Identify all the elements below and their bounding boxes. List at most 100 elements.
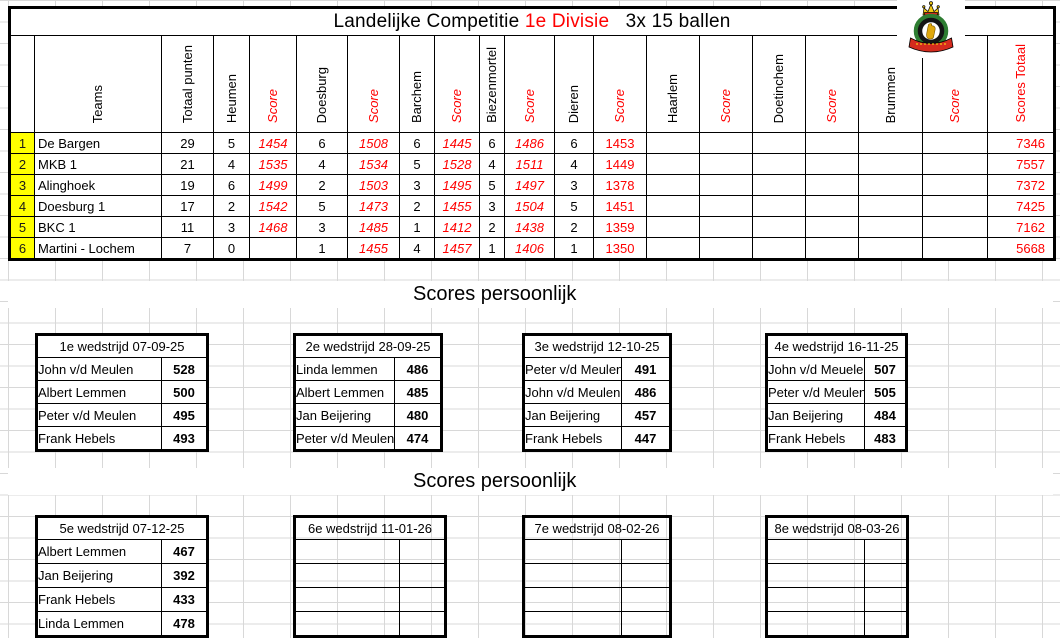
match-points-cell[interactable]: 1	[399, 216, 435, 238]
column-header-haarlem[interactable]: Haarlem	[646, 35, 700, 133]
match-points-cell[interactable]: 3	[213, 216, 250, 238]
player-score-cell[interactable]: 495	[161, 403, 208, 427]
match-points-cell[interactable]	[646, 237, 700, 260]
player-score-cell[interactable]	[621, 611, 671, 637]
score-cell[interactable]: 1406	[504, 237, 555, 260]
match-points-cell[interactable]: 6	[399, 132, 435, 154]
team-cell[interactable]: De Bargen	[34, 132, 162, 154]
match-points-cell[interactable]: 1	[554, 237, 594, 260]
score-cell[interactable]	[922, 174, 988, 196]
player-name-cell[interactable]	[766, 563, 865, 588]
player-name-cell[interactable]: Linda Lemmen	[36, 611, 162, 637]
match-points-cell[interactable]	[752, 195, 806, 217]
match-title-cell[interactable]: 7e wedstrijd 08-02-26	[523, 516, 671, 540]
match-points-cell[interactable]: 6	[479, 132, 505, 154]
player-name-cell[interactable]: Peter v/d Meulen	[294, 426, 395, 451]
column-header-heumen[interactable]: Heumen	[213, 35, 250, 133]
player-name-cell[interactable]	[523, 563, 622, 588]
column-header-doetinchem[interactable]: Doetinchem	[752, 35, 806, 133]
match-title-cell[interactable]: 2e wedstrijd 28-09-25	[294, 334, 442, 358]
match-points-cell[interactable]	[646, 174, 700, 196]
team-cell[interactable]: Alinghoek	[34, 174, 162, 196]
score-cell[interactable]: 1438	[504, 216, 555, 238]
match-points-cell[interactable]: 1	[479, 237, 505, 260]
points-cell[interactable]: 21	[161, 153, 214, 175]
player-score-cell[interactable]: 484	[864, 403, 907, 427]
player-score-cell[interactable]: 457	[621, 403, 671, 427]
player-name-cell[interactable]: John v/d Meulen	[36, 357, 162, 381]
match-points-cell[interactable]: 6	[213, 174, 250, 196]
match-points-cell[interactable]	[752, 132, 806, 154]
score-cell[interactable]: 1378	[593, 174, 647, 196]
score-cell[interactable]: 1534	[347, 153, 400, 175]
player-score-cell[interactable]: 493	[161, 426, 208, 451]
match-points-cell[interactable]: 3	[479, 195, 505, 217]
score-cell[interactable]: 1473	[347, 195, 400, 217]
column-header-score[interactable]: Score	[593, 35, 647, 133]
scores-totaal-cell[interactable]: 7346	[986, 132, 1056, 154]
player-name-cell[interactable]: Jan Beijering	[36, 563, 162, 588]
match-points-cell[interactable]: 4	[479, 153, 505, 175]
scores-totaal-cell[interactable]: 7372	[986, 174, 1056, 196]
player-score-cell[interactable]	[864, 587, 908, 612]
match-points-cell[interactable]	[858, 174, 923, 196]
column-header-score[interactable]: Score	[347, 35, 400, 133]
score-cell[interactable]: 1503	[347, 174, 400, 196]
score-cell[interactable]: 1454	[249, 132, 297, 154]
match-points-cell[interactable]: 1	[296, 237, 348, 260]
match-points-cell[interactable]: 2	[296, 174, 348, 196]
player-name-cell[interactable]	[523, 539, 622, 564]
score-cell[interactable]: 1508	[347, 132, 400, 154]
match-points-cell[interactable]	[752, 216, 806, 238]
player-name-cell[interactable]	[294, 611, 400, 637]
match-points-cell[interactable]: 4	[554, 153, 594, 175]
team-cell[interactable]: BKC 1	[34, 216, 162, 238]
score-cell[interactable]	[699, 237, 753, 260]
match-title-cell[interactable]: 3e wedstrijd 12-10-25	[523, 334, 671, 358]
player-score-cell[interactable]: 447	[621, 426, 671, 451]
match-points-cell[interactable]: 3	[554, 174, 594, 196]
score-cell[interactable]	[922, 132, 988, 154]
match-points-cell[interactable]: 5	[296, 195, 348, 217]
match-points-cell[interactable]: 5	[399, 153, 435, 175]
player-name-cell[interactable]	[766, 587, 865, 612]
score-cell[interactable]	[805, 174, 859, 196]
player-name-cell[interactable]: Frank Hebels	[523, 426, 622, 451]
player-name-cell[interactable]	[294, 587, 400, 612]
rank-cell[interactable]: 4	[9, 195, 35, 217]
score-cell[interactable]: 1504	[504, 195, 555, 217]
points-cell[interactable]: 17	[161, 195, 214, 217]
match-points-cell[interactable]: 2	[479, 216, 505, 238]
player-score-cell[interactable]	[399, 587, 446, 612]
match-title-cell[interactable]: 8e wedstrijd 08-03-26	[766, 516, 908, 540]
player-name-cell[interactable]: Jan Beijering	[523, 403, 622, 427]
player-score-cell[interactable]	[864, 563, 908, 588]
rank-cell[interactable]: 1	[9, 132, 35, 154]
match-points-cell[interactable]: 0	[213, 237, 250, 260]
scores-totaal-cell[interactable]: 7425	[986, 195, 1056, 217]
player-score-cell[interactable]	[399, 563, 446, 588]
player-name-cell[interactable]	[766, 611, 865, 637]
match-points-cell[interactable]: 5	[554, 195, 594, 217]
score-cell[interactable]	[805, 195, 859, 217]
match-points-cell[interactable]	[858, 195, 923, 217]
match-points-cell[interactable]	[858, 132, 923, 154]
match-points-cell[interactable]: 4	[213, 153, 250, 175]
score-cell[interactable]: 1528	[434, 153, 480, 175]
score-cell[interactable]	[249, 237, 297, 260]
column-header-totaal-punten[interactable]: Totaal punten	[161, 35, 214, 133]
player-score-cell[interactable]	[399, 611, 446, 637]
player-score-cell[interactable]: 500	[161, 380, 208, 404]
player-score-cell[interactable]	[621, 539, 671, 564]
player-score-cell[interactable]: 486	[621, 380, 671, 404]
scores-totaal-cell[interactable]: 7162	[986, 216, 1056, 238]
player-score-cell[interactable]	[621, 563, 671, 588]
match-points-cell[interactable]	[752, 237, 806, 260]
player-score-cell[interactable]: 478	[161, 611, 208, 637]
column-header-score[interactable]: Score	[504, 35, 555, 133]
scores-totaal-cell[interactable]: 7557	[986, 153, 1056, 175]
score-cell[interactable]: 1457	[434, 237, 480, 260]
player-score-cell[interactable]: 480	[394, 403, 442, 427]
points-cell[interactable]: 11	[161, 216, 214, 238]
score-cell[interactable]	[699, 174, 753, 196]
